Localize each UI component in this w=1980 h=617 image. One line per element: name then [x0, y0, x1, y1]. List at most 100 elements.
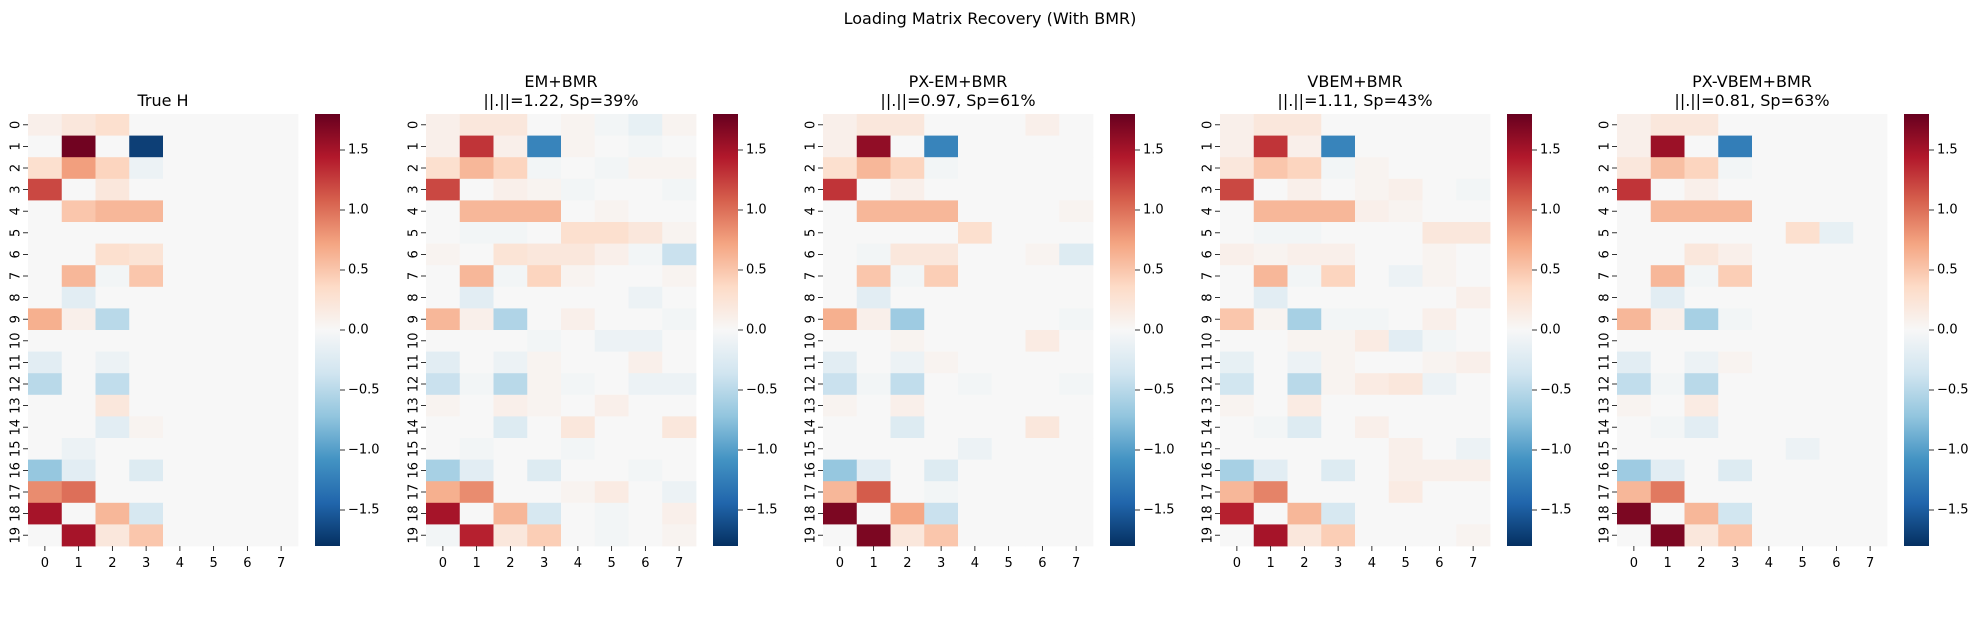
heatmap-cell [527, 459, 562, 482]
y-tick-label: 10 [1201, 333, 1216, 350]
heatmap-cell [1253, 200, 1288, 223]
heatmap-cell [264, 438, 299, 460]
heatmap-cell [1220, 438, 1255, 460]
y-tick-label: 5 [407, 229, 422, 237]
heatmap-cell [1321, 308, 1356, 331]
heatmap-cell [1355, 373, 1390, 396]
heatmap-cell [1718, 351, 1753, 374]
heatmap-cell [1456, 265, 1491, 288]
heatmap-cell [662, 135, 697, 158]
heatmap-cell [1819, 416, 1854, 439]
heatmap-cell [196, 135, 231, 158]
heatmap-cell [129, 394, 164, 417]
heatmap-cell [61, 265, 96, 288]
heatmap-cell [61, 330, 96, 352]
heatmap-cell [823, 416, 858, 439]
heatmap-cell [28, 481, 63, 504]
heatmap-cell [662, 502, 697, 525]
y-tick-label: 8 [407, 293, 422, 301]
heatmap-cell [1025, 481, 1060, 504]
heatmap-cell [264, 200, 299, 223]
heatmap-cell [561, 178, 596, 201]
x-tick-label: 5 [1401, 556, 1409, 571]
heatmap-cell [1819, 265, 1854, 288]
heatmap-cell [1853, 222, 1888, 244]
heatmap-cell [890, 351, 925, 374]
heatmap-cell [1321, 178, 1356, 201]
y-tick-label: 3 [407, 185, 422, 193]
heatmap-cell [426, 502, 461, 525]
heatmap-cell [163, 114, 198, 136]
heatmap-cell [924, 330, 959, 352]
heatmap-cell [1287, 178, 1322, 201]
heatmap-cell [527, 481, 562, 504]
x-tick-label: 7 [675, 556, 683, 571]
heatmap-cell [28, 373, 63, 396]
heatmap-cell [1059, 265, 1094, 288]
heatmap-cell [890, 243, 925, 266]
heatmap-cell [230, 459, 265, 482]
heatmap-cell [1025, 502, 1060, 525]
heatmap-cell [1456, 459, 1491, 482]
y-tick-label: 14 [1201, 419, 1216, 436]
heatmap-cell [1650, 286, 1685, 309]
heatmap-cell [1025, 459, 1060, 482]
heatmap-cell [924, 265, 959, 288]
heatmap-cell [196, 502, 231, 525]
heatmap-cell [958, 222, 993, 244]
heatmap-cell [991, 416, 1026, 439]
heatmap-cell [1025, 351, 1060, 374]
heatmap-cell [1819, 330, 1854, 352]
heatmap-cell [991, 135, 1026, 158]
heatmap-cell [1321, 351, 1356, 374]
heatmap-cell [1853, 416, 1888, 439]
y-tick-label: 11 [9, 354, 24, 371]
heatmap-cell [1321, 438, 1356, 460]
x-tick-label: 5 [607, 556, 615, 571]
heatmap-cell [594, 157, 629, 180]
heatmap-cell [1785, 243, 1820, 266]
heatmap-cell [1388, 200, 1423, 223]
heatmap-cell [426, 243, 461, 266]
heatmap-cell [1059, 178, 1094, 201]
heatmap-cell [1287, 243, 1322, 266]
heatmap-cell [129, 373, 164, 396]
heatmap-cell [1456, 222, 1491, 244]
heatmap-cell [890, 459, 925, 482]
heatmap-cell [230, 502, 265, 525]
heatmap-cell [561, 308, 596, 331]
heatmap-cell [493, 135, 528, 158]
heatmap-cell [991, 157, 1026, 180]
y-tick-label: 18 [1201, 505, 1216, 522]
heatmap-cell [28, 308, 63, 331]
heatmap-cell [1819, 481, 1854, 504]
heatmap-cell [1220, 394, 1255, 417]
heatmap-cell [28, 459, 63, 482]
heatmap-cell [1388, 178, 1423, 201]
heatmap-cell [1752, 330, 1787, 352]
heatmap-cell [1718, 481, 1753, 504]
panel-subtitle: ||.||=1.22, Sp=39% [483, 91, 638, 110]
y-tick-label: 14 [9, 419, 24, 436]
heatmap-cell [594, 330, 629, 352]
heatmap-cell [1819, 438, 1854, 460]
heatmap-cell [1253, 330, 1288, 352]
heatmap-cell [1853, 265, 1888, 288]
heatmap-cell [230, 481, 265, 504]
heatmap-cell [1819, 200, 1854, 223]
heatmap-cell [459, 524, 494, 547]
heatmap-cell [1617, 178, 1652, 201]
heatmap-cell [628, 416, 663, 439]
heatmap-cell [628, 114, 663, 136]
heatmap-cell [196, 524, 231, 547]
y-tick-label: 15 [1201, 441, 1216, 458]
heatmap-cell [1752, 200, 1787, 223]
heatmap-cell [1684, 394, 1719, 417]
heatmap-cell [1321, 265, 1356, 288]
colorbar-tick-label: 0.5 [1937, 263, 1958, 278]
colorbar-tick-label: −1.5 [1143, 503, 1175, 518]
heatmap-cell [264, 330, 299, 352]
heatmap-cell [61, 502, 96, 525]
x-tick-label: 2 [1697, 556, 1705, 571]
